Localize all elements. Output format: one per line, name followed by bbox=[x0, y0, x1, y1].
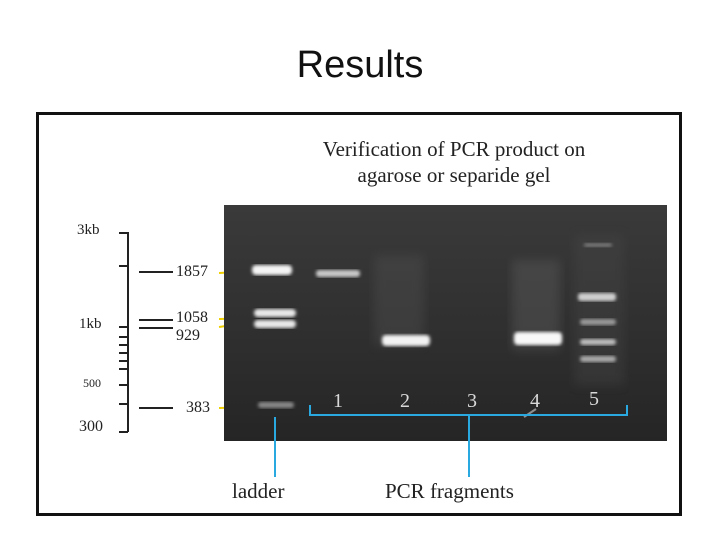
scale-tick bbox=[119, 368, 128, 370]
marker-dash-1058 bbox=[139, 319, 173, 321]
scale-tick bbox=[119, 265, 128, 267]
ladder-band-383 bbox=[258, 402, 294, 408]
lane-number-5: 5 bbox=[589, 388, 599, 410]
scale-axis-line bbox=[127, 232, 129, 432]
lane5-band bbox=[580, 339, 616, 345]
scale-label-3kb: 3kb bbox=[77, 222, 100, 238]
lane-number-3: 3 bbox=[467, 390, 477, 412]
marker-dash-1857 bbox=[139, 271, 173, 273]
bp-label-1058: 1058 bbox=[176, 309, 208, 326]
marker-dash-929 bbox=[139, 327, 173, 329]
lane-smear bbox=[374, 255, 424, 345]
gel-image: 1 2 3 4 5 bbox=[224, 205, 667, 441]
slide-title: Results bbox=[296, 44, 424, 86]
figure-caption-line1: Verification of PCR product on bbox=[322, 137, 586, 161]
scale-tick bbox=[119, 336, 128, 338]
lane5-band bbox=[584, 243, 612, 247]
scale-label-500: 500 bbox=[83, 376, 101, 390]
lane-number-2: 2 bbox=[400, 390, 410, 412]
scale-tick bbox=[119, 232, 128, 234]
lane5-band bbox=[580, 356, 616, 362]
scale-tick bbox=[119, 326, 128, 328]
lane5-band bbox=[580, 319, 616, 325]
scale-label-1kb: 1kb bbox=[79, 316, 102, 332]
lane-number-1: 1 bbox=[333, 390, 343, 412]
lane5-band bbox=[578, 293, 616, 301]
scale-label-300: 300 bbox=[79, 418, 103, 435]
gel-svg: 1 2 3 4 5 bbox=[224, 205, 667, 441]
gel-figure: Verification of PCR product on agarose o… bbox=[36, 112, 682, 516]
scale-tick bbox=[119, 384, 128, 386]
bp-label-1857: 1857 bbox=[176, 263, 208, 280]
lane1-band bbox=[316, 270, 360, 277]
ladder-label: ladder bbox=[232, 479, 285, 503]
bp-label-929: 929 bbox=[176, 327, 200, 344]
label-leaders bbox=[274, 415, 470, 477]
bp-label-383: 383 bbox=[186, 399, 210, 416]
ladder-band-929 bbox=[254, 320, 296, 328]
figure-caption-line2: agarose or separide gel bbox=[357, 163, 551, 187]
lane4-band bbox=[514, 332, 562, 345]
marker-dash-383 bbox=[139, 407, 173, 409]
scale-tick bbox=[119, 431, 128, 433]
scale-tick bbox=[119, 352, 128, 354]
scale-tick bbox=[119, 360, 128, 362]
scale-tick bbox=[119, 403, 128, 405]
pcr-fragments-label: PCR fragments bbox=[385, 479, 514, 503]
scale-tick bbox=[119, 344, 128, 346]
lane2-band bbox=[382, 335, 430, 346]
lane-number-4: 4 bbox=[530, 390, 540, 412]
ladder-band-1058 bbox=[254, 309, 296, 317]
ladder-band-1857 bbox=[252, 265, 292, 275]
